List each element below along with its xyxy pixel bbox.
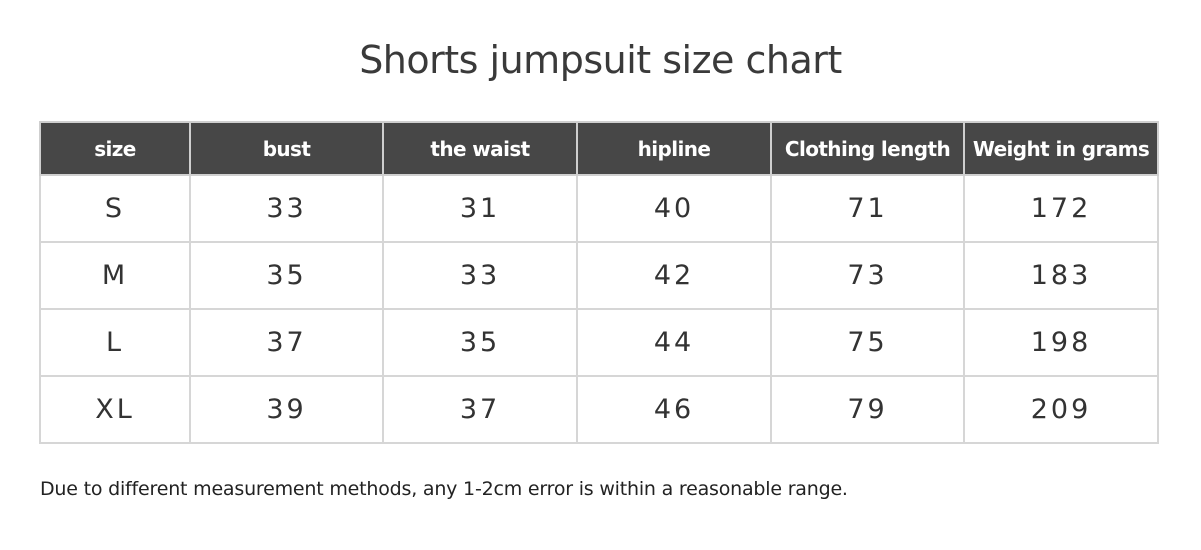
- cell: M: [39, 241, 191, 310]
- cell: 183: [963, 241, 1159, 310]
- cell: 44: [576, 308, 772, 377]
- measurement-note: Due to different measurement methods, an…: [40, 478, 848, 500]
- table-row: L 37 35 44 75 198: [39, 308, 1159, 377]
- table-row: XL 39 37 46 79 209: [39, 375, 1159, 444]
- page-title: Shorts jumpsuit size chart: [359, 38, 842, 82]
- cell: 39: [189, 375, 384, 444]
- cell: 35: [189, 241, 384, 310]
- cell: S: [39, 174, 191, 243]
- cell: 37: [382, 375, 578, 444]
- cell: 172: [963, 174, 1159, 243]
- cell: 46: [576, 375, 772, 444]
- cell: 71: [770, 174, 965, 243]
- cell: 79: [770, 375, 965, 444]
- cell: 33: [382, 241, 578, 310]
- cell: L: [39, 308, 191, 377]
- cell: 35: [382, 308, 578, 377]
- cell: 42: [576, 241, 772, 310]
- table-row: M 35 33 42 73 183: [39, 241, 1159, 310]
- header-weight: Weight in grams: [963, 121, 1159, 176]
- cell: XL: [39, 375, 191, 444]
- cell: 73: [770, 241, 965, 310]
- header-size: size: [39, 121, 191, 176]
- cell: 75: [770, 308, 965, 377]
- header-row: size bust the waist hipline Clothing len…: [39, 121, 1159, 176]
- size-chart-table: size bust the waist hipline Clothing len…: [39, 121, 1159, 444]
- header-clothing-length: Clothing length: [770, 121, 965, 176]
- cell: 198: [963, 308, 1159, 377]
- cell: 31: [382, 174, 578, 243]
- cell: 33: [189, 174, 384, 243]
- cell: 37: [189, 308, 384, 377]
- cell: 209: [963, 375, 1159, 444]
- cell: 40: [576, 174, 772, 243]
- table-row: S 33 31 40 71 172: [39, 174, 1159, 243]
- header-waist: the waist: [382, 121, 578, 176]
- header-hipline: hipline: [576, 121, 772, 176]
- header-bust: bust: [189, 121, 384, 176]
